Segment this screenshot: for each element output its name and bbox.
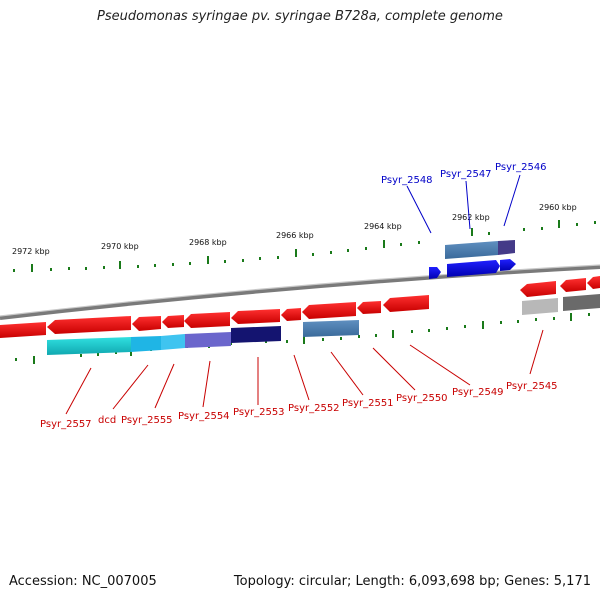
- gene-box-psyr-2546: [498, 240, 515, 255]
- gene-box-psyr-2553: [231, 326, 281, 343]
- gene-arrow-psyr-2551a: [281, 308, 301, 321]
- gene-label-psyr-2548: Psyr_2548: [381, 175, 433, 186]
- gene-label-psyr-2551: Psyr_2551: [342, 398, 394, 409]
- gene-arrow-psyr-2553: [184, 312, 230, 328]
- upper-ticks: [13, 220, 596, 272]
- gene-box-psyr-2545: [522, 298, 558, 315]
- gene-label-psyr-2549: Psyr_2549: [452, 387, 504, 398]
- reverse-genes: [0, 276, 600, 355]
- scale-label: 2962 kbp: [452, 213, 490, 222]
- gene-arrow-psyr-2555: [132, 316, 161, 331]
- scale-label: 2972 kbp: [12, 247, 50, 256]
- scale-label: 2970 kbp: [101, 242, 139, 251]
- gene-arrow-psyr-2552: [231, 309, 280, 324]
- gene-box-psyr-2557: [47, 337, 131, 355]
- forward-genes: [429, 240, 516, 279]
- scale-label: 2966 kbp: [276, 231, 314, 240]
- genome-summary-text: Topology: circular; Length: 6,093,698 bp…: [233, 574, 591, 589]
- gene-label-psyr-2550: Psyr_2550: [396, 393, 448, 404]
- gene-label-psyr-2557: Psyr_2557: [40, 419, 92, 430]
- gene-arrow-psyr-2549: [383, 295, 429, 312]
- gene-label-psyr-2552: Psyr_2552: [288, 403, 340, 414]
- top-leaders: [406, 174, 521, 234]
- gene-arrow-psyr-2546: [500, 259, 516, 271]
- gene-box-dcd: [131, 336, 161, 352]
- gene-box-psyr-2551: [303, 320, 359, 337]
- gene-box-psyr-2555: [161, 334, 185, 350]
- bottom-leaders: [65, 329, 544, 415]
- gene-box-psyr-2547: [445, 241, 498, 259]
- gene-label-psyr-2546: Psyr_2546: [495, 162, 547, 173]
- gene-label-psyr-2547: Psyr_2547: [440, 169, 492, 180]
- gene-arrow-psyr-2547: [447, 260, 500, 277]
- gene-arrow-psyr-2545: [520, 281, 556, 297]
- genome-backbone: [0, 265, 600, 320]
- bottom-gene-labels: Psyr_2557 dcd Psyr_2555 Psyr_2554 Psyr_2…: [40, 381, 558, 430]
- gene-label-psyr-2545: Psyr_2545: [506, 381, 558, 392]
- gene-arrow-psyr-2548: [429, 267, 441, 279]
- top-gene-labels: Psyr_2548 Psyr_2547 Psyr_2546: [381, 162, 547, 186]
- scale-label: 2968 kbp: [189, 238, 227, 247]
- scale-labels: 2972 kbp 2970 kbp 2968 kbp 2966 kbp 2964…: [12, 203, 577, 256]
- genome-title: Pseudomonas syringae pv. syringae B728a,…: [97, 9, 503, 24]
- gene-label-psyr-2554: Psyr_2554: [178, 411, 230, 422]
- scale-label: 2960 kbp: [539, 203, 577, 212]
- gene-arrow-psyr-2557: [0, 322, 46, 338]
- gene-box-psyr-2554: [185, 332, 231, 348]
- gene-arrow-psyr-2554: [162, 315, 184, 328]
- gene-arrow-psyr-2550: [357, 301, 381, 314]
- gene-arrow-psyr-2551b: [302, 302, 356, 319]
- gene-arrow-dcd: [47, 316, 131, 334]
- gene-label-dcd: dcd: [98, 415, 116, 426]
- gene-label-psyr-2555: Psyr_2555: [121, 415, 173, 426]
- gene-label-psyr-2553: Psyr_2553: [233, 407, 285, 418]
- accession-text: Accession: NC_007005: [9, 574, 157, 589]
- scale-label: 2964 kbp: [364, 222, 402, 231]
